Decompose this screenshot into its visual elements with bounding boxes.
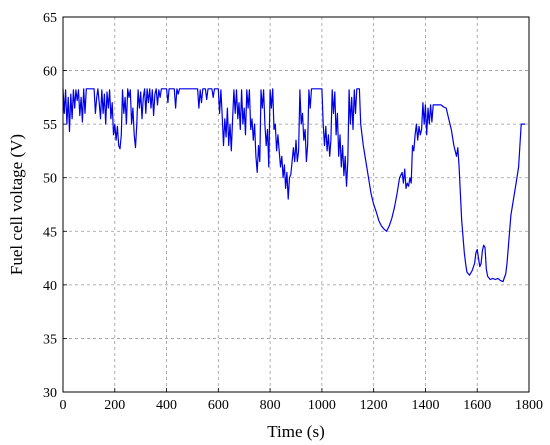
y-tick-label: 30 xyxy=(43,386,57,401)
x-tick-label: 1600 xyxy=(463,398,491,413)
y-tick-label: 55 xyxy=(43,118,57,133)
y-tick-label: 65 xyxy=(43,11,57,26)
series-line xyxy=(62,88,526,283)
x-tick-label: 0 xyxy=(60,398,67,413)
x-axis-title: Time (s) xyxy=(267,422,324,441)
x-tick-label: 1000 xyxy=(308,398,336,413)
x-tick-label: 1800 xyxy=(515,398,543,413)
x-tick-label: 1200 xyxy=(360,398,388,413)
y-tick-label: 35 xyxy=(43,332,57,347)
x-tick-label: 600 xyxy=(208,398,229,413)
plot-frame xyxy=(62,16,530,393)
x-tick-label: 800 xyxy=(260,398,281,413)
x-tick-label: 200 xyxy=(104,398,125,413)
y-axis-ticks: 30 35 40 45 50 55 60 65 xyxy=(43,11,67,401)
y-tick-label: 50 xyxy=(43,172,57,187)
y-tick-label: 45 xyxy=(43,225,57,240)
y-tick-label: 40 xyxy=(43,279,57,294)
y-tick-label: 60 xyxy=(43,65,57,80)
x-axis-ticks: 0 200 400 600 800 1000 1200 1400 1600 1800 xyxy=(60,388,543,413)
x-tick-label: 400 xyxy=(156,398,177,413)
y-axis-title: Fuel cell voltage (V) xyxy=(7,134,26,275)
x-tick-label: 1400 xyxy=(411,398,439,413)
